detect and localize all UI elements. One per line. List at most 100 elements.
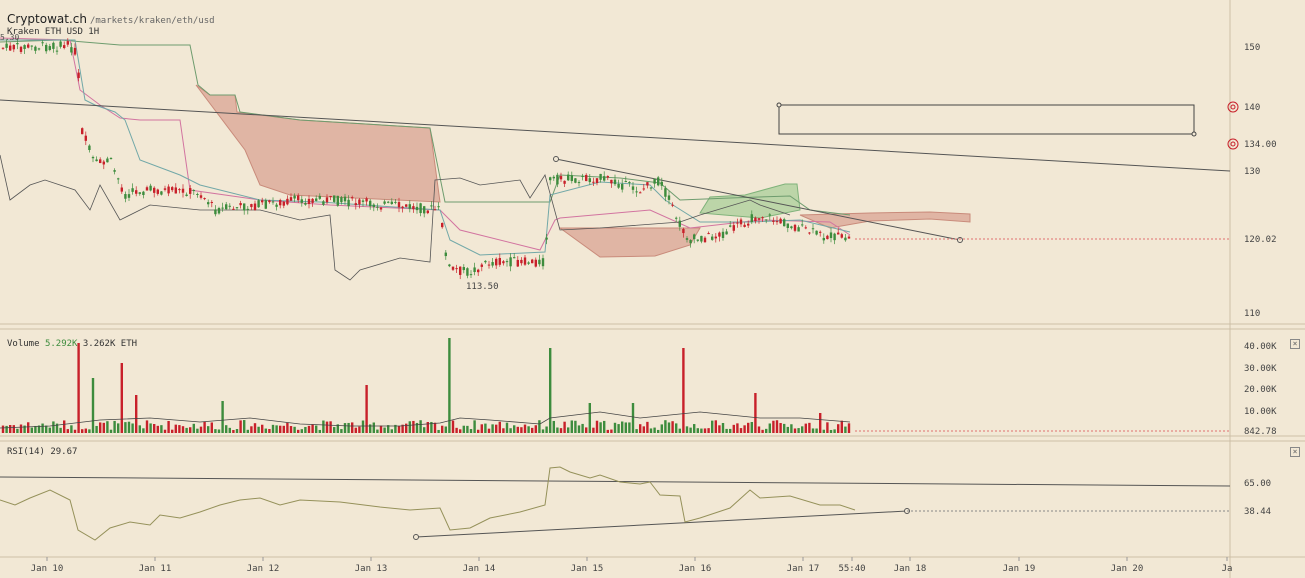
volume-bar xyxy=(653,427,656,433)
volume-bar xyxy=(225,425,228,433)
volume-bar xyxy=(84,428,87,433)
volume-bar xyxy=(329,421,332,433)
volume-bar xyxy=(606,429,609,433)
candle-body xyxy=(430,205,433,207)
volume-bar xyxy=(336,424,339,433)
drawn-rectangle[interactable] xyxy=(778,104,1195,135)
candle-body xyxy=(667,195,671,200)
volume-bar xyxy=(477,429,480,433)
volume-bar xyxy=(556,427,559,433)
volume-bar xyxy=(199,426,203,433)
candle-body xyxy=(646,182,649,186)
volume-bar xyxy=(419,420,422,433)
volume-bar xyxy=(826,422,829,433)
volume-bar xyxy=(739,428,743,433)
candle-body xyxy=(365,198,368,202)
volume-bar xyxy=(333,427,336,433)
volume-bar xyxy=(523,424,527,433)
candle-body xyxy=(145,187,149,191)
time-label: Jan 13 xyxy=(355,564,388,574)
candle-body xyxy=(790,226,793,229)
candle-body xyxy=(275,204,278,207)
volume-bar xyxy=(397,425,401,433)
alert-marker-icon[interactable] xyxy=(1227,138,1239,150)
candle-body xyxy=(426,210,429,214)
candle-body xyxy=(95,159,98,162)
candle-body xyxy=(477,269,480,273)
volume-bar xyxy=(41,423,44,433)
candle-body xyxy=(340,197,343,203)
volume-bar xyxy=(775,420,779,433)
volume-bar xyxy=(351,422,354,433)
volume-bar xyxy=(747,422,750,433)
candle-body xyxy=(549,177,552,181)
time-label: 55:40 xyxy=(838,564,865,574)
volume-bar xyxy=(581,423,584,433)
volume-bar xyxy=(624,422,627,433)
volume-bar xyxy=(340,429,343,433)
volume-bar xyxy=(487,428,491,433)
candle-body xyxy=(599,173,602,180)
candle-body xyxy=(210,202,213,204)
rectangle-handle[interactable] xyxy=(776,102,782,108)
candle-body xyxy=(714,236,717,239)
descending-trendline[interactable] xyxy=(555,158,961,241)
volume-bar xyxy=(484,423,487,433)
volume-tick: 40.00K xyxy=(1244,342,1277,352)
candle-body xyxy=(502,261,505,264)
candle-body xyxy=(214,209,217,215)
alert-marker-icon[interactable] xyxy=(1227,101,1239,113)
volume-bar xyxy=(343,423,347,433)
candle-body xyxy=(736,222,739,224)
alert-marker-icon-inner xyxy=(1230,104,1236,110)
candle-body xyxy=(765,219,768,221)
candle-body xyxy=(462,267,465,271)
candle-body xyxy=(484,260,487,263)
volume-bar xyxy=(55,423,59,433)
alert-marker-icon-inner xyxy=(1230,141,1236,147)
candle-body xyxy=(322,201,325,205)
brand-logo[interactable]: Cryptowat.ch xyxy=(7,12,87,26)
candle-body xyxy=(495,258,498,266)
ichimoku-cloud-bearish-2 xyxy=(558,227,701,258)
candle-body xyxy=(570,175,573,182)
price-tick-current: 120.02 xyxy=(1244,235,1277,245)
candle-body xyxy=(459,266,462,275)
candle-body xyxy=(837,232,840,235)
volume-bar xyxy=(667,422,671,433)
volume-bar xyxy=(761,429,764,433)
candle-body xyxy=(840,234,843,238)
candle-body xyxy=(754,217,757,222)
volume-bar xyxy=(491,424,494,433)
volume-bar xyxy=(682,348,685,433)
candle-body xyxy=(113,170,116,172)
close-volume-panel-button[interactable]: × xyxy=(1290,339,1300,349)
candle-body xyxy=(181,188,185,193)
candle-body xyxy=(354,203,357,206)
candle-body xyxy=(293,195,296,199)
rsi-support-line[interactable] xyxy=(415,510,908,538)
volume-bar xyxy=(264,428,267,433)
candle-body xyxy=(505,261,509,263)
trendline-handle[interactable] xyxy=(957,237,963,243)
rsi-resistance-line[interactable] xyxy=(0,476,1231,487)
candle-body xyxy=(91,156,95,159)
volume-bar xyxy=(621,421,624,433)
long-term-trendline[interactable] xyxy=(0,99,1231,172)
candle-body xyxy=(711,236,714,240)
candle-body xyxy=(696,239,699,241)
trendline-handle[interactable] xyxy=(553,156,559,162)
candle-body xyxy=(772,220,775,222)
volume-bar xyxy=(124,422,127,433)
volume-bar xyxy=(239,420,242,433)
candle-body xyxy=(34,46,37,51)
rsi-line-handle[interactable] xyxy=(413,534,419,540)
volume-bar xyxy=(45,425,48,433)
close-rsi-panel-button[interactable]: × xyxy=(1290,447,1300,457)
candle-body xyxy=(217,208,221,214)
candle-body xyxy=(282,201,285,206)
price-tick-140: 140 xyxy=(1244,103,1260,113)
rectangle-handle[interactable] xyxy=(1191,131,1197,137)
volume-bar xyxy=(271,424,275,433)
